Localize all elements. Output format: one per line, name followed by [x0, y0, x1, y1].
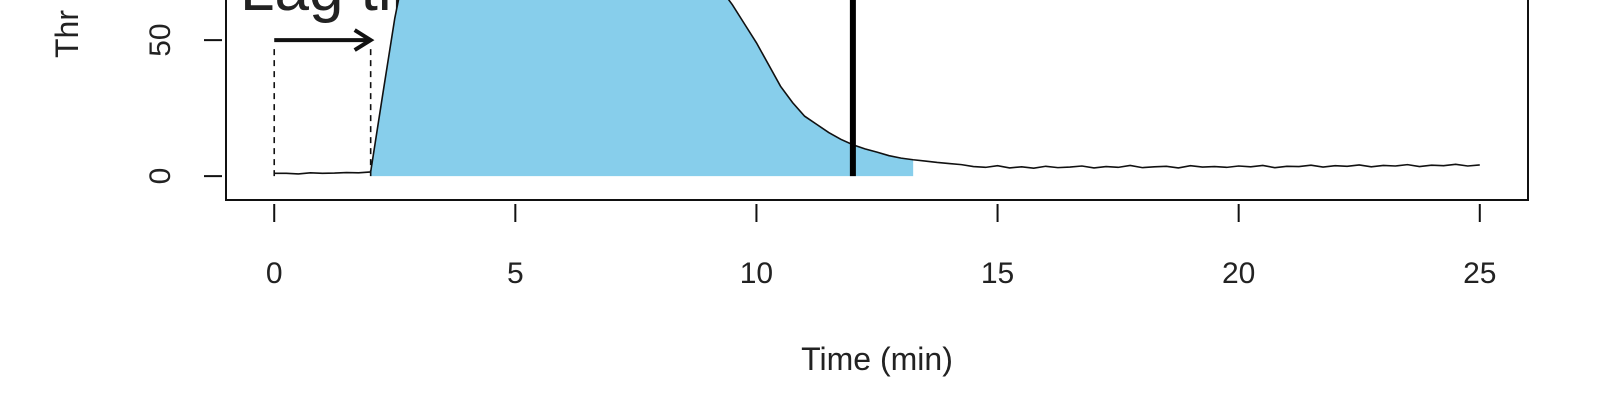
y-tick-label: 0	[144, 168, 177, 185]
x-tick-label: 0	[266, 257, 283, 290]
plot-frame	[225, 0, 1529, 201]
line	[274, 0, 1480, 175]
y-axis-label: Thr	[49, 10, 85, 58]
x-tick-label: 5	[507, 257, 524, 290]
x-axis-label: Time (min)	[801, 341, 953, 377]
x-tick-label: 10	[740, 257, 773, 290]
lag-arrow-head	[353, 28, 375, 52]
x-tick-label: 25	[1463, 257, 1496, 290]
x-tick-label: 20	[1222, 257, 1255, 290]
y-tick-label: 50	[144, 23, 177, 56]
x-tick-label: 15	[981, 257, 1014, 290]
area-fill	[370, 0, 914, 177]
